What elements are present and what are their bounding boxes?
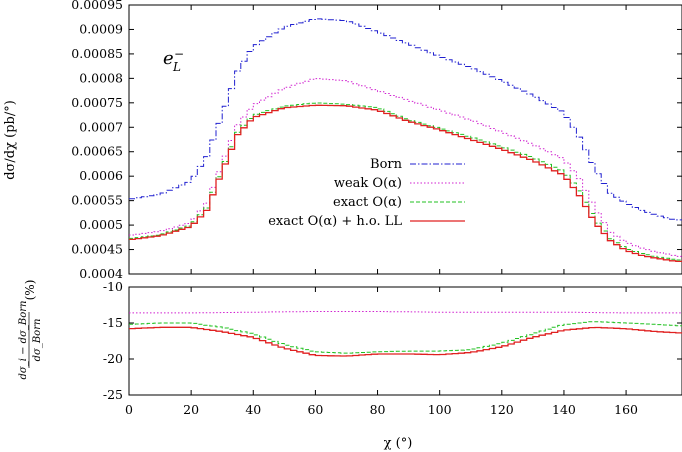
xtick-label: 140 [552,402,576,417]
xtick-label: 60 [307,402,323,417]
polarization-annotation: e − L [163,47,184,74]
main-ytick-label: 0.00085 [71,46,123,61]
ratio-plot-frame [128,286,682,396]
legend-label-exact-hoLL: exact O(α) + h.o. LL [268,214,402,229]
main-ytick-label: 0.0006 [79,168,123,183]
annotation-main: e [163,48,174,69]
main-ytick-label: 0.00045 [71,242,123,257]
ratio-y-ticks: -25 -20 -15 -10 [103,279,682,402]
ratio-ylabel-denominator: dσ_Born [32,319,43,362]
main-ytick-label: 0.0008 [79,70,123,85]
ratio-ytick-label: -25 [103,387,123,402]
main-ytick-label: 0.0009 [79,21,123,36]
ratio-ylabel-numerator: dσ_i − dσ_Born [18,301,29,380]
main-ytick-label: 0.0007 [79,119,123,134]
ratio-series-0 [129,311,682,314]
legend: Born weak O(α) exact O(α) exact O(α) + h… [268,157,465,229]
main-ytick-label: 0.00075 [71,95,123,110]
annotation-sup: − [174,47,184,61]
main-ytick-label: 0.0004 [79,266,123,281]
xtick-label: 0 [125,402,133,417]
ratio-series-2 [129,326,682,357]
main-ytick-label: 0.00055 [71,193,123,208]
ratio-y-axis-label: dσ_i − dσ_Born dσ_Born (%) [18,280,43,380]
xtick-label: 40 [245,402,261,417]
legend-label-weak: weak O(α) [334,176,402,191]
xtick-label: 80 [370,402,386,417]
main-plot-frame [128,4,682,275]
xtick-label: 120 [490,402,514,417]
x-ticks: 0 20 40 60 80 100 120 140 160 [125,5,638,417]
annotation-sub: L [172,60,181,74]
main-ytick-label: 0.0005 [79,217,123,232]
main-series-1 [129,78,682,257]
main-y-axis-label: dσ/dχ (pb/°) [3,100,18,180]
main-series-group [129,18,682,263]
ratio-series-1 [129,321,682,354]
ratio-ytick-label: -20 [103,351,123,366]
legend-label-exact: exact O(α) [333,195,402,210]
ratio-series-group [129,311,682,357]
main-series-0 [129,18,682,221]
ratio-ytick-label: -10 [103,279,123,294]
xtick-label: 160 [614,402,638,417]
main-series-2 [129,102,682,261]
xtick-label: 20 [183,402,199,417]
main-ytick-label: 0.00065 [71,144,123,159]
main-y-ticks: 0.0004 0.00045 0.0005 0.00055 0.0006 0.00065 0… [71,0,682,281]
x-axis-label: χ (°) [384,436,413,451]
main-ytick-label: 0.00095 [71,0,123,12]
legend-label-born: Born [370,157,403,172]
main-series-3 [129,104,682,263]
ratio-ylabel-unit: (%) [23,280,37,301]
xtick-label: 100 [428,402,452,417]
ratio-ytick-label: -15 [103,315,123,330]
